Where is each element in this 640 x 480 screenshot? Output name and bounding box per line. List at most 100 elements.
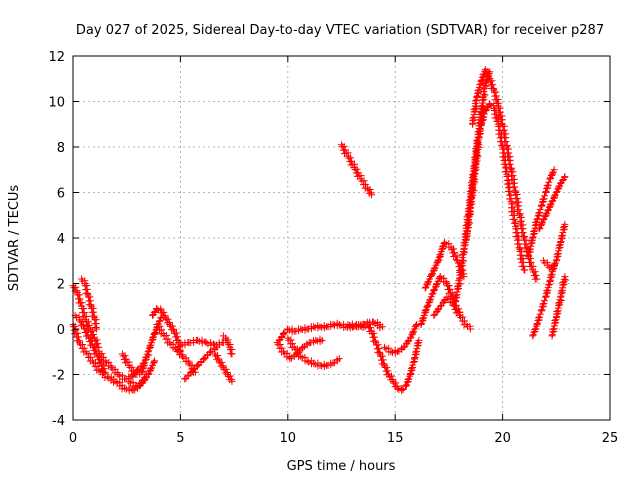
data-point (392, 379, 400, 387)
data-point (461, 248, 469, 256)
data-point (125, 377, 133, 385)
data-point (351, 322, 359, 330)
data-point (539, 300, 547, 308)
data-point (83, 328, 91, 336)
data-point (475, 128, 483, 136)
data-point (436, 251, 444, 259)
data-point (543, 182, 551, 190)
data-point (560, 223, 568, 231)
data-point (533, 275, 541, 283)
data-point (218, 358, 226, 366)
chart-title: Day 027 of 2025, Sidereal Day-to-day VTE… (76, 23, 604, 38)
data-point (354, 169, 362, 177)
data-point (95, 366, 103, 374)
data-point (553, 308, 561, 316)
data-point (477, 120, 485, 128)
data-point (144, 348, 152, 356)
data-point (531, 268, 539, 276)
data-point (368, 191, 376, 199)
data-point (553, 250, 561, 258)
data-point (227, 350, 235, 358)
data-point (91, 343, 99, 351)
data-point (146, 342, 154, 350)
data-point (480, 110, 488, 118)
y-tick-label: 6 (57, 187, 65, 202)
data-point (479, 102, 487, 110)
x-tick-label: 5 (176, 431, 184, 446)
data-point (456, 269, 464, 277)
data-point (555, 241, 563, 249)
data-point (519, 262, 527, 270)
data-point (375, 345, 383, 353)
data-point (535, 225, 543, 233)
data-point (341, 146, 349, 154)
data-point (94, 340, 102, 348)
data-point (417, 320, 425, 328)
data-point (398, 386, 406, 394)
data-point (488, 77, 496, 85)
data-point (151, 357, 159, 365)
data-point (376, 348, 384, 356)
data-point (544, 207, 552, 215)
data-point (168, 322, 176, 330)
data-point (481, 91, 489, 99)
data-point (194, 361, 202, 369)
data-point (428, 290, 436, 298)
data-point (409, 328, 417, 336)
data-point (80, 304, 88, 312)
data-point (529, 332, 537, 340)
data-point (515, 210, 523, 218)
data-point (387, 372, 395, 380)
data-point (498, 141, 506, 149)
data-point (421, 284, 429, 292)
data-point (206, 348, 214, 356)
data-point (415, 336, 423, 344)
data-point (329, 320, 337, 328)
data-point (453, 305, 461, 313)
data-point (477, 77, 485, 85)
data-point (402, 382, 410, 390)
y-tick-label: 0 (57, 323, 65, 338)
data-point (112, 377, 120, 385)
data-point (476, 81, 484, 89)
data-point (549, 325, 557, 333)
data-point (329, 359, 337, 367)
data-point (544, 281, 552, 289)
data-point (187, 368, 195, 376)
data-point (527, 237, 535, 245)
data-point (469, 114, 477, 122)
data-point (538, 219, 546, 227)
data-point (448, 289, 456, 297)
data-point (548, 266, 556, 274)
data-point (93, 325, 101, 333)
x-axis-label: GPS time / hours (287, 459, 396, 474)
data-point (297, 352, 305, 360)
data-point (515, 244, 523, 252)
data-point (366, 320, 374, 328)
data-point (380, 360, 388, 368)
data-point (434, 257, 442, 265)
data-point (347, 154, 355, 162)
data-point (555, 183, 563, 191)
data-point (537, 307, 545, 315)
data-point (411, 348, 419, 356)
data-point (114, 371, 122, 378)
data-point (406, 334, 414, 342)
data-point (419, 315, 427, 323)
y-tick-label: 8 (57, 141, 65, 156)
data-point (200, 355, 208, 363)
data-point (164, 315, 172, 323)
data-point (546, 201, 554, 209)
data-point (404, 376, 412, 384)
data-point (340, 142, 348, 150)
data-point (558, 232, 566, 240)
data-point (297, 325, 305, 333)
data-point (299, 343, 307, 351)
data-point (535, 314, 543, 322)
data-point (484, 67, 492, 75)
data-point (378, 352, 386, 360)
data-point (384, 367, 392, 375)
data-point (533, 320, 541, 328)
data-point (520, 266, 528, 274)
data-point (552, 189, 560, 196)
